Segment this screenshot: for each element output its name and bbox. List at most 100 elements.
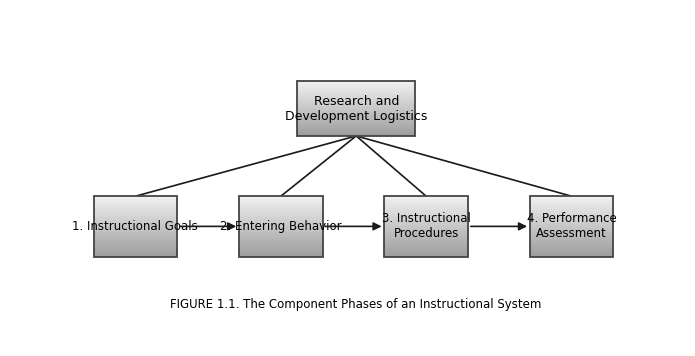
Bar bbox=[239, 234, 322, 235]
Bar bbox=[94, 207, 177, 208]
Bar bbox=[530, 204, 614, 205]
Bar bbox=[94, 208, 177, 210]
Bar bbox=[530, 205, 614, 207]
Bar bbox=[384, 217, 468, 219]
Bar bbox=[94, 210, 177, 211]
Bar bbox=[94, 225, 177, 226]
Bar bbox=[530, 251, 614, 252]
Bar bbox=[94, 253, 177, 255]
Bar bbox=[530, 237, 614, 239]
Bar bbox=[530, 229, 614, 231]
Bar bbox=[239, 251, 322, 252]
Bar bbox=[94, 219, 177, 220]
Bar bbox=[530, 201, 614, 202]
Bar bbox=[94, 226, 177, 228]
Bar bbox=[239, 210, 322, 211]
Bar bbox=[297, 122, 416, 124]
Bar bbox=[297, 132, 416, 133]
Bar bbox=[94, 234, 177, 235]
Bar bbox=[94, 255, 177, 257]
Bar bbox=[94, 243, 177, 245]
Bar bbox=[297, 88, 416, 89]
Bar bbox=[384, 214, 468, 216]
Bar bbox=[530, 226, 614, 228]
Text: 1. Instructional Goals: 1. Instructional Goals bbox=[72, 220, 198, 233]
Bar bbox=[384, 226, 468, 228]
Bar bbox=[239, 243, 322, 245]
Bar bbox=[530, 247, 614, 249]
Bar bbox=[530, 210, 614, 211]
Text: 4. Performance
Assessment: 4. Performance Assessment bbox=[527, 213, 616, 240]
Bar bbox=[94, 201, 177, 202]
Bar bbox=[297, 121, 416, 122]
Bar bbox=[530, 222, 614, 223]
Bar bbox=[94, 232, 177, 234]
Bar bbox=[530, 255, 614, 257]
Bar bbox=[239, 239, 322, 240]
Bar bbox=[239, 229, 322, 231]
Bar bbox=[384, 196, 468, 257]
Bar bbox=[239, 214, 322, 216]
Bar bbox=[94, 217, 177, 219]
Bar bbox=[530, 220, 614, 222]
Bar bbox=[297, 115, 416, 117]
Bar bbox=[297, 110, 416, 111]
Bar bbox=[530, 225, 614, 226]
Bar bbox=[239, 196, 322, 198]
Bar bbox=[239, 241, 322, 243]
Bar bbox=[239, 223, 322, 225]
Bar bbox=[297, 84, 416, 85]
Text: FIGURE 1.1. The Component Phases of an Instructional System: FIGURE 1.1. The Component Phases of an I… bbox=[170, 298, 542, 311]
Bar bbox=[94, 245, 177, 246]
Bar bbox=[384, 253, 468, 255]
Bar bbox=[530, 228, 614, 229]
Bar bbox=[239, 219, 322, 220]
Bar bbox=[297, 124, 416, 125]
Bar bbox=[239, 204, 322, 205]
Bar bbox=[297, 125, 416, 126]
Bar bbox=[94, 196, 177, 198]
Bar bbox=[297, 128, 416, 129]
Bar bbox=[530, 241, 614, 243]
Bar bbox=[239, 213, 322, 214]
Bar bbox=[297, 89, 416, 91]
Bar bbox=[530, 253, 614, 255]
Bar bbox=[239, 252, 322, 253]
Bar bbox=[384, 208, 468, 210]
Bar bbox=[239, 208, 322, 210]
Bar bbox=[94, 247, 177, 249]
Bar bbox=[384, 199, 468, 201]
Bar bbox=[94, 213, 177, 214]
Bar bbox=[384, 196, 468, 257]
Bar bbox=[239, 199, 322, 201]
Bar bbox=[94, 231, 177, 232]
Bar bbox=[94, 252, 177, 253]
Bar bbox=[384, 196, 468, 198]
Bar bbox=[530, 240, 614, 241]
Bar bbox=[530, 202, 614, 204]
Bar bbox=[297, 83, 416, 84]
Bar bbox=[239, 226, 322, 228]
Bar bbox=[239, 196, 322, 257]
Bar bbox=[384, 232, 468, 234]
Bar bbox=[94, 237, 177, 239]
Bar bbox=[297, 92, 416, 93]
Bar bbox=[530, 211, 614, 213]
Bar bbox=[94, 216, 177, 217]
Bar bbox=[239, 245, 322, 246]
Bar bbox=[297, 85, 416, 87]
Bar bbox=[384, 201, 468, 202]
Bar bbox=[297, 117, 416, 118]
Bar bbox=[239, 247, 322, 249]
Bar bbox=[530, 196, 614, 257]
Bar bbox=[94, 240, 177, 241]
Bar bbox=[94, 202, 177, 204]
Bar bbox=[530, 235, 614, 237]
Bar bbox=[384, 239, 468, 240]
Bar bbox=[384, 237, 468, 239]
Bar bbox=[297, 129, 416, 130]
Bar bbox=[297, 133, 416, 135]
Bar bbox=[384, 202, 468, 204]
Bar bbox=[297, 107, 416, 109]
Bar bbox=[94, 222, 177, 223]
